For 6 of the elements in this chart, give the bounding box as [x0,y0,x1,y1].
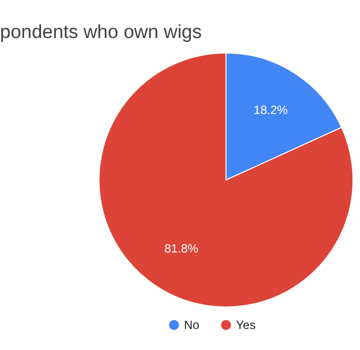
legend-label: No [184,318,200,332]
data-label: 18.2% [254,102,288,117]
chart-title: pondents who own wigs [0,22,202,43]
legend-label: Yes [236,318,256,332]
pie-slice [98,52,354,308]
data-label: 81.8% [164,242,199,256]
